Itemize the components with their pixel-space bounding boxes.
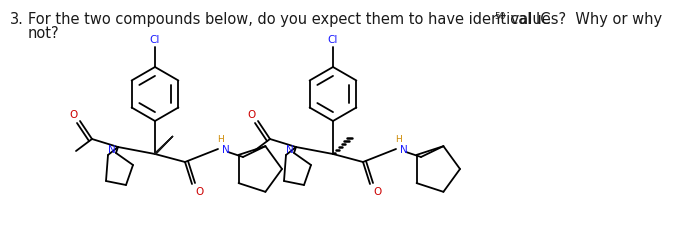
- Text: H: H: [395, 135, 401, 144]
- Text: N: N: [222, 144, 230, 154]
- Text: H: H: [217, 135, 223, 144]
- Text: N: N: [400, 144, 408, 154]
- Text: N: N: [108, 144, 116, 154]
- Text: O: O: [196, 186, 204, 196]
- Text: 50: 50: [494, 12, 506, 21]
- Text: 3.: 3.: [10, 12, 24, 27]
- Text: N: N: [286, 144, 294, 154]
- Text: O: O: [374, 186, 382, 196]
- Polygon shape: [154, 136, 173, 154]
- Text: Cl: Cl: [150, 35, 160, 45]
- Text: not?: not?: [28, 26, 60, 41]
- Text: values?  Why or why: values? Why or why: [506, 12, 662, 27]
- Text: Cl: Cl: [327, 35, 338, 45]
- Text: O: O: [70, 110, 78, 120]
- Text: O: O: [248, 110, 256, 120]
- Text: For the two compounds below, do you expect them to have identical IC: For the two compounds below, do you expe…: [28, 12, 551, 27]
